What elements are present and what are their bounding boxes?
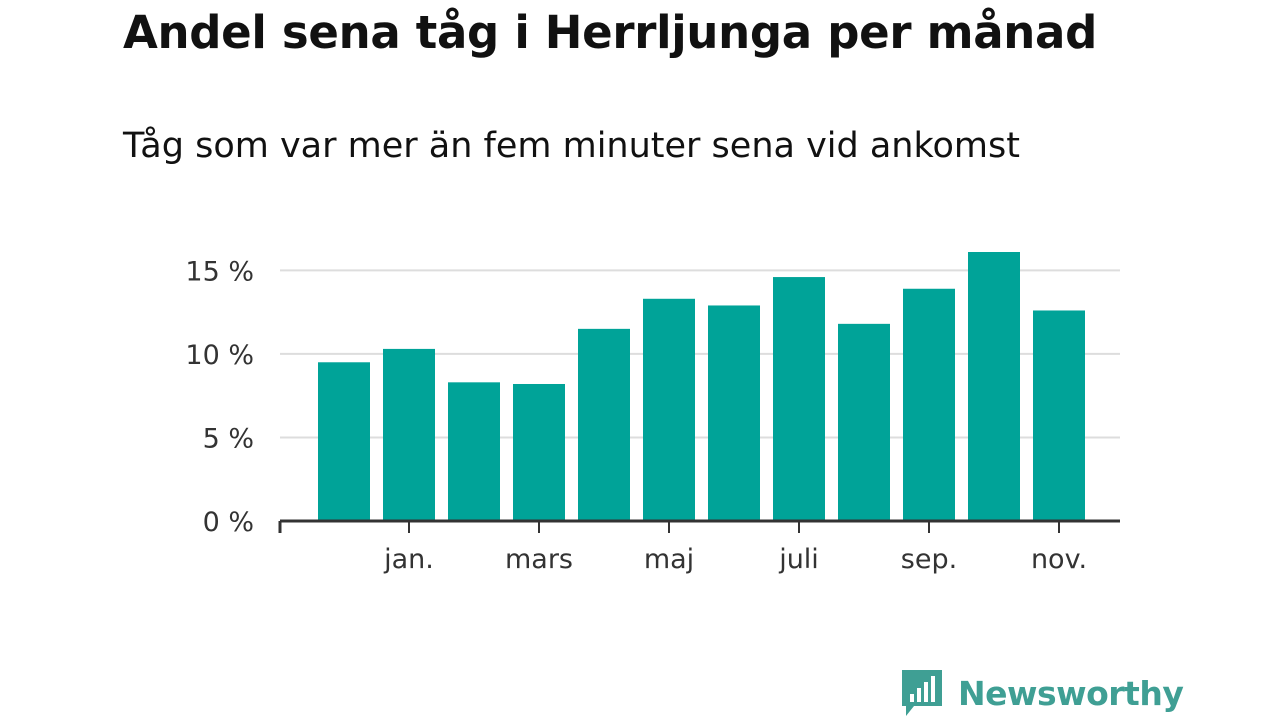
y-tick-label: 5 % bbox=[203, 423, 254, 454]
bar bbox=[1033, 310, 1085, 521]
newsworthy-logo-icon bbox=[902, 670, 942, 716]
bar bbox=[318, 362, 370, 521]
newsworthy-logo-text: Newsworthy bbox=[958, 673, 1184, 713]
chart-title: Andel sena tåg i Herrljunga per månad bbox=[123, 6, 1098, 59]
x-tick-label: maj bbox=[644, 544, 694, 575]
x-tick-label: sep. bbox=[901, 544, 957, 575]
bar bbox=[773, 277, 825, 521]
bar bbox=[448, 382, 500, 521]
x-tick-label: jan. bbox=[383, 544, 434, 575]
chart-subtitle: Tåg som var mer än fem minuter sena vid … bbox=[123, 126, 1020, 166]
x-tick-label: nov. bbox=[1031, 544, 1087, 575]
bar bbox=[643, 298, 695, 521]
bar bbox=[968, 252, 1020, 521]
tick-labels: 0 % 5 % 10 % 15 % jan. mars maj juli sep. nov. bbox=[185, 256, 1087, 575]
bar bbox=[578, 328, 630, 521]
y-tick-label: 15 % bbox=[185, 256, 254, 287]
bar bbox=[708, 305, 760, 521]
bar bbox=[513, 383, 565, 521]
bar bbox=[903, 288, 955, 521]
bar bbox=[838, 323, 890, 521]
x-tick-label: juli bbox=[778, 544, 819, 575]
y-tick-label: 0 % bbox=[203, 507, 254, 538]
x-tick-label: mars bbox=[505, 544, 573, 575]
bars bbox=[318, 252, 1085, 521]
newsworthy-logo: Newsworthy bbox=[902, 668, 1184, 718]
y-tick-label: 10 % bbox=[185, 340, 254, 371]
bar bbox=[383, 348, 435, 521]
x-axis bbox=[278, 519, 1120, 533]
